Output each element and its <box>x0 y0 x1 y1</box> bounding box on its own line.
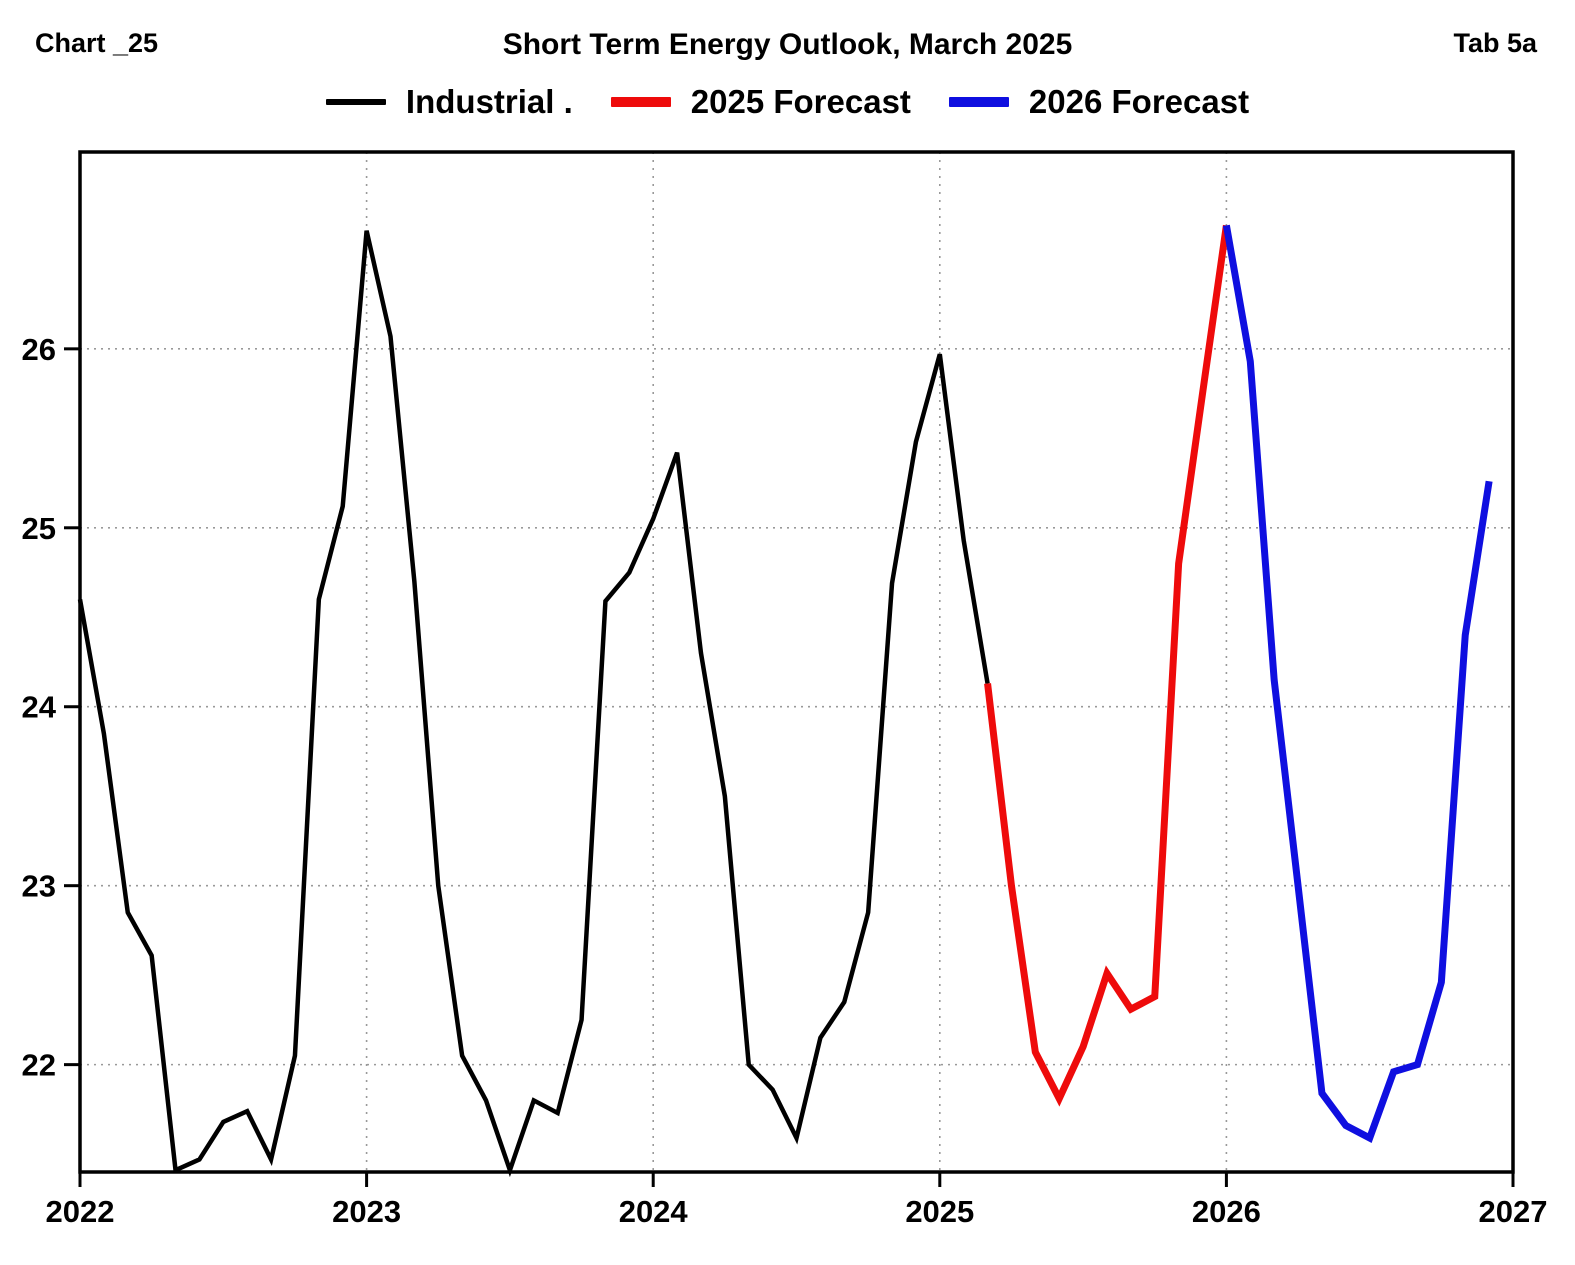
industrial-line-swatch <box>325 99 386 105</box>
forecast-2026-swatch <box>948 97 1009 107</box>
x-tick-label: 2026 <box>1192 1194 1261 1229</box>
tab-label: Tab 5a <box>1453 28 1537 58</box>
chart-number-label: Chart _25 <box>35 28 159 58</box>
forecast-2025-line <box>984 224 1230 1107</box>
legend-label-industrial: Industrial . <box>405 83 573 120</box>
x-tick-label: 2025 <box>905 1194 974 1229</box>
y-tick-label: 22 <box>22 1048 56 1083</box>
legend-label-2025-forecast: 2025 Forecast <box>690 83 911 120</box>
page-title: Short Term Energy Outlook, March 2025 <box>502 28 1073 61</box>
legend-item-industrial: Industrial . <box>325 83 573 121</box>
legend: Industrial . 2025 Forecast 2026 Forecast <box>0 78 1575 126</box>
x-tick-label: 2027 <box>1479 1194 1548 1229</box>
plot-frame <box>78 150 1515 1174</box>
x-tick-label: 2024 <box>619 1194 689 1229</box>
legend-item-2026-forecast: 2026 Forecast <box>948 83 1250 121</box>
x-tick-label: 2022 <box>46 1194 115 1229</box>
industrial-line <box>77 230 990 1178</box>
forecast-2026-line <box>1222 224 1493 1143</box>
y-tick-label: 25 <box>22 511 56 546</box>
legend-label-2026-forecast: 2026 Forecast <box>1028 83 1250 120</box>
x-tick-label: 2023 <box>332 1194 401 1229</box>
legend-item-2025-forecast: 2025 Forecast <box>610 83 911 121</box>
y-tick-label: 26 <box>22 332 56 367</box>
y-tick-label: 23 <box>22 869 56 904</box>
y-tick-label: 24 <box>22 690 57 725</box>
forecast-2025-swatch <box>610 97 671 107</box>
